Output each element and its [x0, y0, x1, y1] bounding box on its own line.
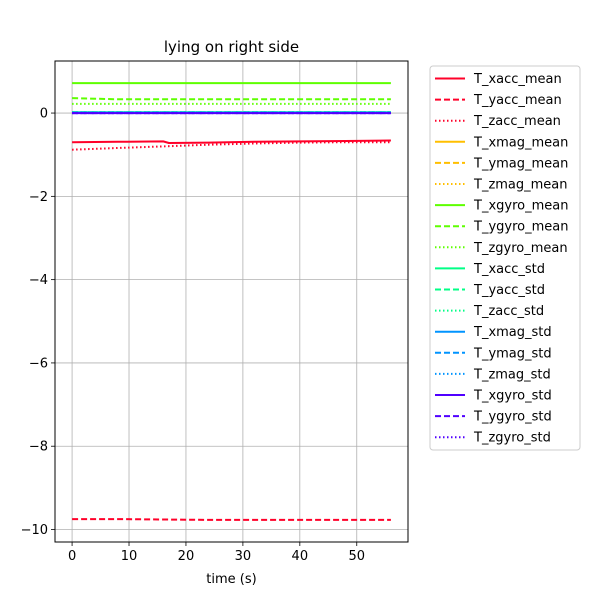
series-line-t-xacc-mean	[72, 139, 391, 144]
legend-entry-label: T_ygyro_std	[473, 410, 552, 425]
plot-area-frame	[54, 60, 409, 543]
grid	[55, 61, 408, 542]
legend-entry-label: T_zgyro_std	[473, 431, 551, 446]
legend-entry-label: T_xacc_std	[473, 262, 545, 277]
legend-entry-label: T_zgyro_mean	[473, 241, 568, 256]
legend-entry-label: T_yacc_std	[473, 283, 545, 298]
y-tick-label: 0	[40, 107, 48, 122]
legend-entry-label: T_xgyro_std	[473, 389, 552, 404]
legend-entry-label: T_xmag_mean	[473, 135, 568, 150]
legend-entry-label: T_ymag_mean	[473, 156, 568, 171]
legend-entry-label: T_zmag_std	[473, 367, 551, 382]
legend-entry-label: T_ymag_std	[473, 346, 552, 361]
legend-box	[429, 65, 581, 451]
x-tick-label: 30	[235, 549, 252, 564]
legend-entry-label: T_yacc_mean	[473, 93, 562, 108]
x-axis-label: time (s)	[206, 572, 256, 587]
series-line-t-ygyro-mean	[72, 97, 391, 101]
y-tick-label: −4	[29, 273, 48, 288]
plot-lines	[72, 82, 391, 521]
axis-ticks: 0 10 20 30 40 50 −10 −8 −6 −4 −2 0	[21, 107, 365, 564]
x-tick-label: 10	[121, 549, 138, 564]
x-tick-label: 0	[68, 549, 76, 564]
x-tick-label: 50	[348, 549, 365, 564]
legend: T_xacc_mean T_yacc_mean T_zacc_mean T_xmag_…	[429, 65, 581, 451]
y-tick-label: −8	[29, 440, 48, 455]
series-line-t-yacc-mean	[72, 518, 391, 521]
y-tick-label: −6	[29, 356, 48, 371]
series-line-t-zacc-mean	[72, 141, 391, 151]
y-tick-label: −10	[21, 523, 48, 538]
y-tick-label: −2	[29, 190, 48, 205]
legend-entry-label: T_zacc_std	[473, 304, 544, 319]
chart-title: lying on right side	[164, 38, 299, 56]
legend-entry-label: T_xgyro_mean	[473, 199, 568, 214]
legend-entry-label: T_xacc_mean	[473, 72, 562, 87]
x-tick-label: 20	[178, 549, 195, 564]
legend-entry-label: T_xmag_std	[473, 325, 552, 340]
legend-entry-label: T_zmag_mean	[473, 178, 568, 193]
legend-entry-label: T_zacc_mean	[473, 114, 561, 129]
x-tick-label: 40	[292, 549, 309, 564]
legend-entry-label: T_ygyro_mean	[473, 220, 568, 235]
